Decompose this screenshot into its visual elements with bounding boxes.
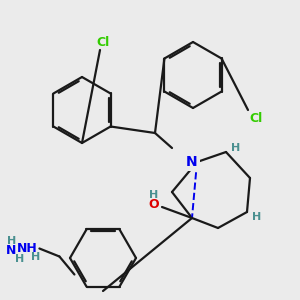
Text: N: N [186,155,198,169]
Text: NH: NH [17,242,38,255]
Text: Cl: Cl [249,112,262,124]
Text: O: O [149,199,159,212]
Text: Cl: Cl [96,35,110,49]
Text: N: N [186,155,198,169]
Text: H: H [31,251,40,262]
Text: H: H [7,236,16,245]
Text: H: H [15,254,24,263]
Text: H: H [149,190,159,200]
Text: N: N [6,244,16,257]
Text: H: H [231,143,241,153]
Text: H: H [252,212,262,222]
